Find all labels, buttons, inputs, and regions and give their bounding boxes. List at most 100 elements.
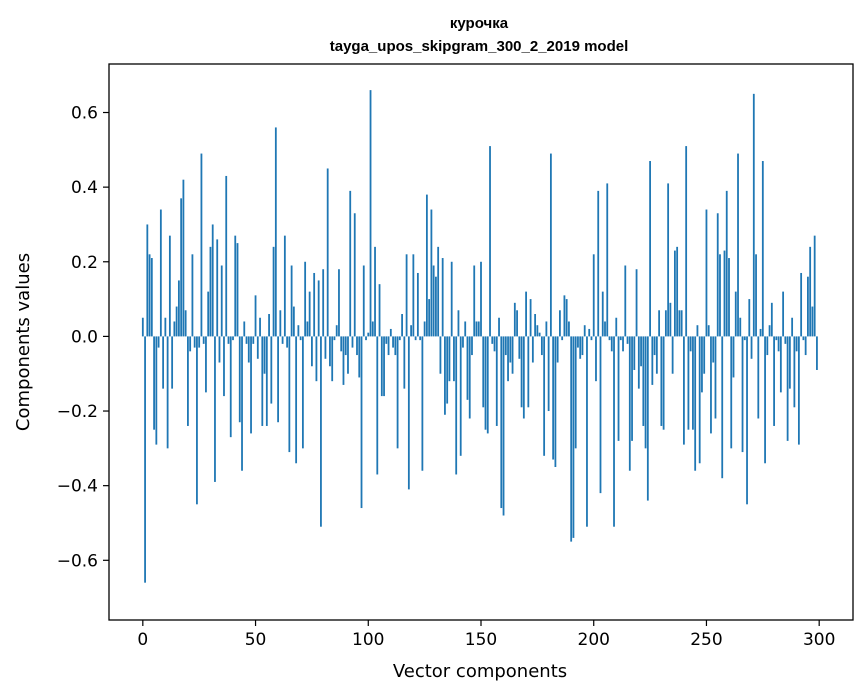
bar-205 xyxy=(604,321,606,337)
bar-82 xyxy=(326,168,329,337)
bar-109 xyxy=(387,336,390,356)
bar-90 xyxy=(344,336,347,356)
bar-81 xyxy=(324,336,327,359)
bar-4 xyxy=(150,258,153,337)
bar-97 xyxy=(360,336,363,509)
bar-72 xyxy=(304,261,307,337)
bar-257 xyxy=(721,336,724,479)
bar-299 xyxy=(816,336,818,370)
bar-169 xyxy=(522,336,525,419)
bar-265 xyxy=(739,317,742,337)
bar-247 xyxy=(698,336,701,464)
bar-78 xyxy=(317,280,320,337)
bar-144 xyxy=(466,336,469,400)
bar-71 xyxy=(301,336,304,449)
y-tick-label: 0.0 xyxy=(71,327,98,347)
bar-66 xyxy=(290,265,293,337)
bar-130 xyxy=(435,276,437,337)
bar-93 xyxy=(351,336,354,348)
bar-60 xyxy=(277,336,279,423)
bar-91 xyxy=(347,336,349,374)
bar-212 xyxy=(619,336,622,341)
bar-298 xyxy=(813,235,816,337)
bar-153 xyxy=(486,336,489,434)
bar-189 xyxy=(568,321,570,337)
bar-67 xyxy=(292,306,295,337)
bar-14 xyxy=(173,321,176,337)
bar-281 xyxy=(775,336,778,341)
bar-198 xyxy=(588,328,591,337)
bar-87 xyxy=(338,269,340,337)
bar-27 xyxy=(202,336,205,344)
bar-251 xyxy=(707,325,710,337)
bar-102 xyxy=(371,321,374,337)
bar-19 xyxy=(184,310,187,337)
bar-282 xyxy=(777,336,780,352)
bar-209 xyxy=(613,336,615,527)
bar-174 xyxy=(534,314,537,337)
bar-119 xyxy=(410,325,413,337)
bar-63 xyxy=(283,235,286,337)
bar-131 xyxy=(437,246,440,337)
bar-223 xyxy=(644,336,647,449)
bar-227 xyxy=(653,336,656,356)
bar-261 xyxy=(730,336,733,449)
bars xyxy=(141,90,818,583)
bar-31 xyxy=(211,224,214,337)
bar-238 xyxy=(678,310,681,337)
bar-47 xyxy=(247,336,250,363)
bar-176 xyxy=(538,332,541,337)
bar-122 xyxy=(416,272,419,337)
bar-138 xyxy=(453,336,455,382)
bar-229 xyxy=(658,310,661,337)
bar-15 xyxy=(175,306,178,337)
bar-127 xyxy=(428,299,431,337)
bar-273 xyxy=(757,336,760,419)
bar-218 xyxy=(633,336,636,370)
bar-185 xyxy=(559,310,561,337)
bar-143 xyxy=(464,321,467,337)
x-axis-label: Vector components xyxy=(393,661,567,682)
bar-2 xyxy=(146,224,149,337)
bar-156 xyxy=(493,336,496,352)
bar-286 xyxy=(786,336,789,441)
bar-232 xyxy=(664,310,667,337)
bar-278 xyxy=(768,325,771,337)
bar-288 xyxy=(791,317,794,337)
bar-29 xyxy=(207,291,210,337)
x-tick-label: 200 xyxy=(578,630,610,650)
bar-145 xyxy=(468,336,471,419)
bar-152 xyxy=(484,336,487,430)
bar-123 xyxy=(419,336,422,341)
y-tick-label: −0.6 xyxy=(57,551,98,571)
bar-115 xyxy=(401,314,403,337)
bar-43 xyxy=(238,336,241,423)
bar-170 xyxy=(525,291,527,337)
bar-83 xyxy=(329,336,331,367)
bar-243 xyxy=(689,336,692,352)
y-tick-label: −0.2 xyxy=(57,402,98,422)
bar-48 xyxy=(250,336,252,434)
bar-193 xyxy=(577,336,579,348)
bar-221 xyxy=(640,336,642,367)
bar-268 xyxy=(746,336,748,505)
bar-214 xyxy=(624,265,627,337)
bar-68 xyxy=(295,336,298,464)
bar-159 xyxy=(500,336,503,509)
bar-108 xyxy=(385,336,388,344)
bar-98 xyxy=(362,265,365,337)
bar-86 xyxy=(335,325,338,337)
bar-155 xyxy=(491,336,494,344)
bar-111 xyxy=(392,336,394,348)
bar-195 xyxy=(581,336,584,356)
bar-197 xyxy=(586,336,588,527)
bar-224 xyxy=(646,336,649,501)
bar-260 xyxy=(728,258,730,337)
bar-124 xyxy=(421,336,424,471)
bar-44 xyxy=(241,336,243,471)
bar-293 xyxy=(802,336,805,341)
x-tick-label: 50 xyxy=(245,630,267,650)
bar-134 xyxy=(444,336,446,415)
bar-161 xyxy=(504,336,507,356)
bar-275 xyxy=(761,161,764,337)
